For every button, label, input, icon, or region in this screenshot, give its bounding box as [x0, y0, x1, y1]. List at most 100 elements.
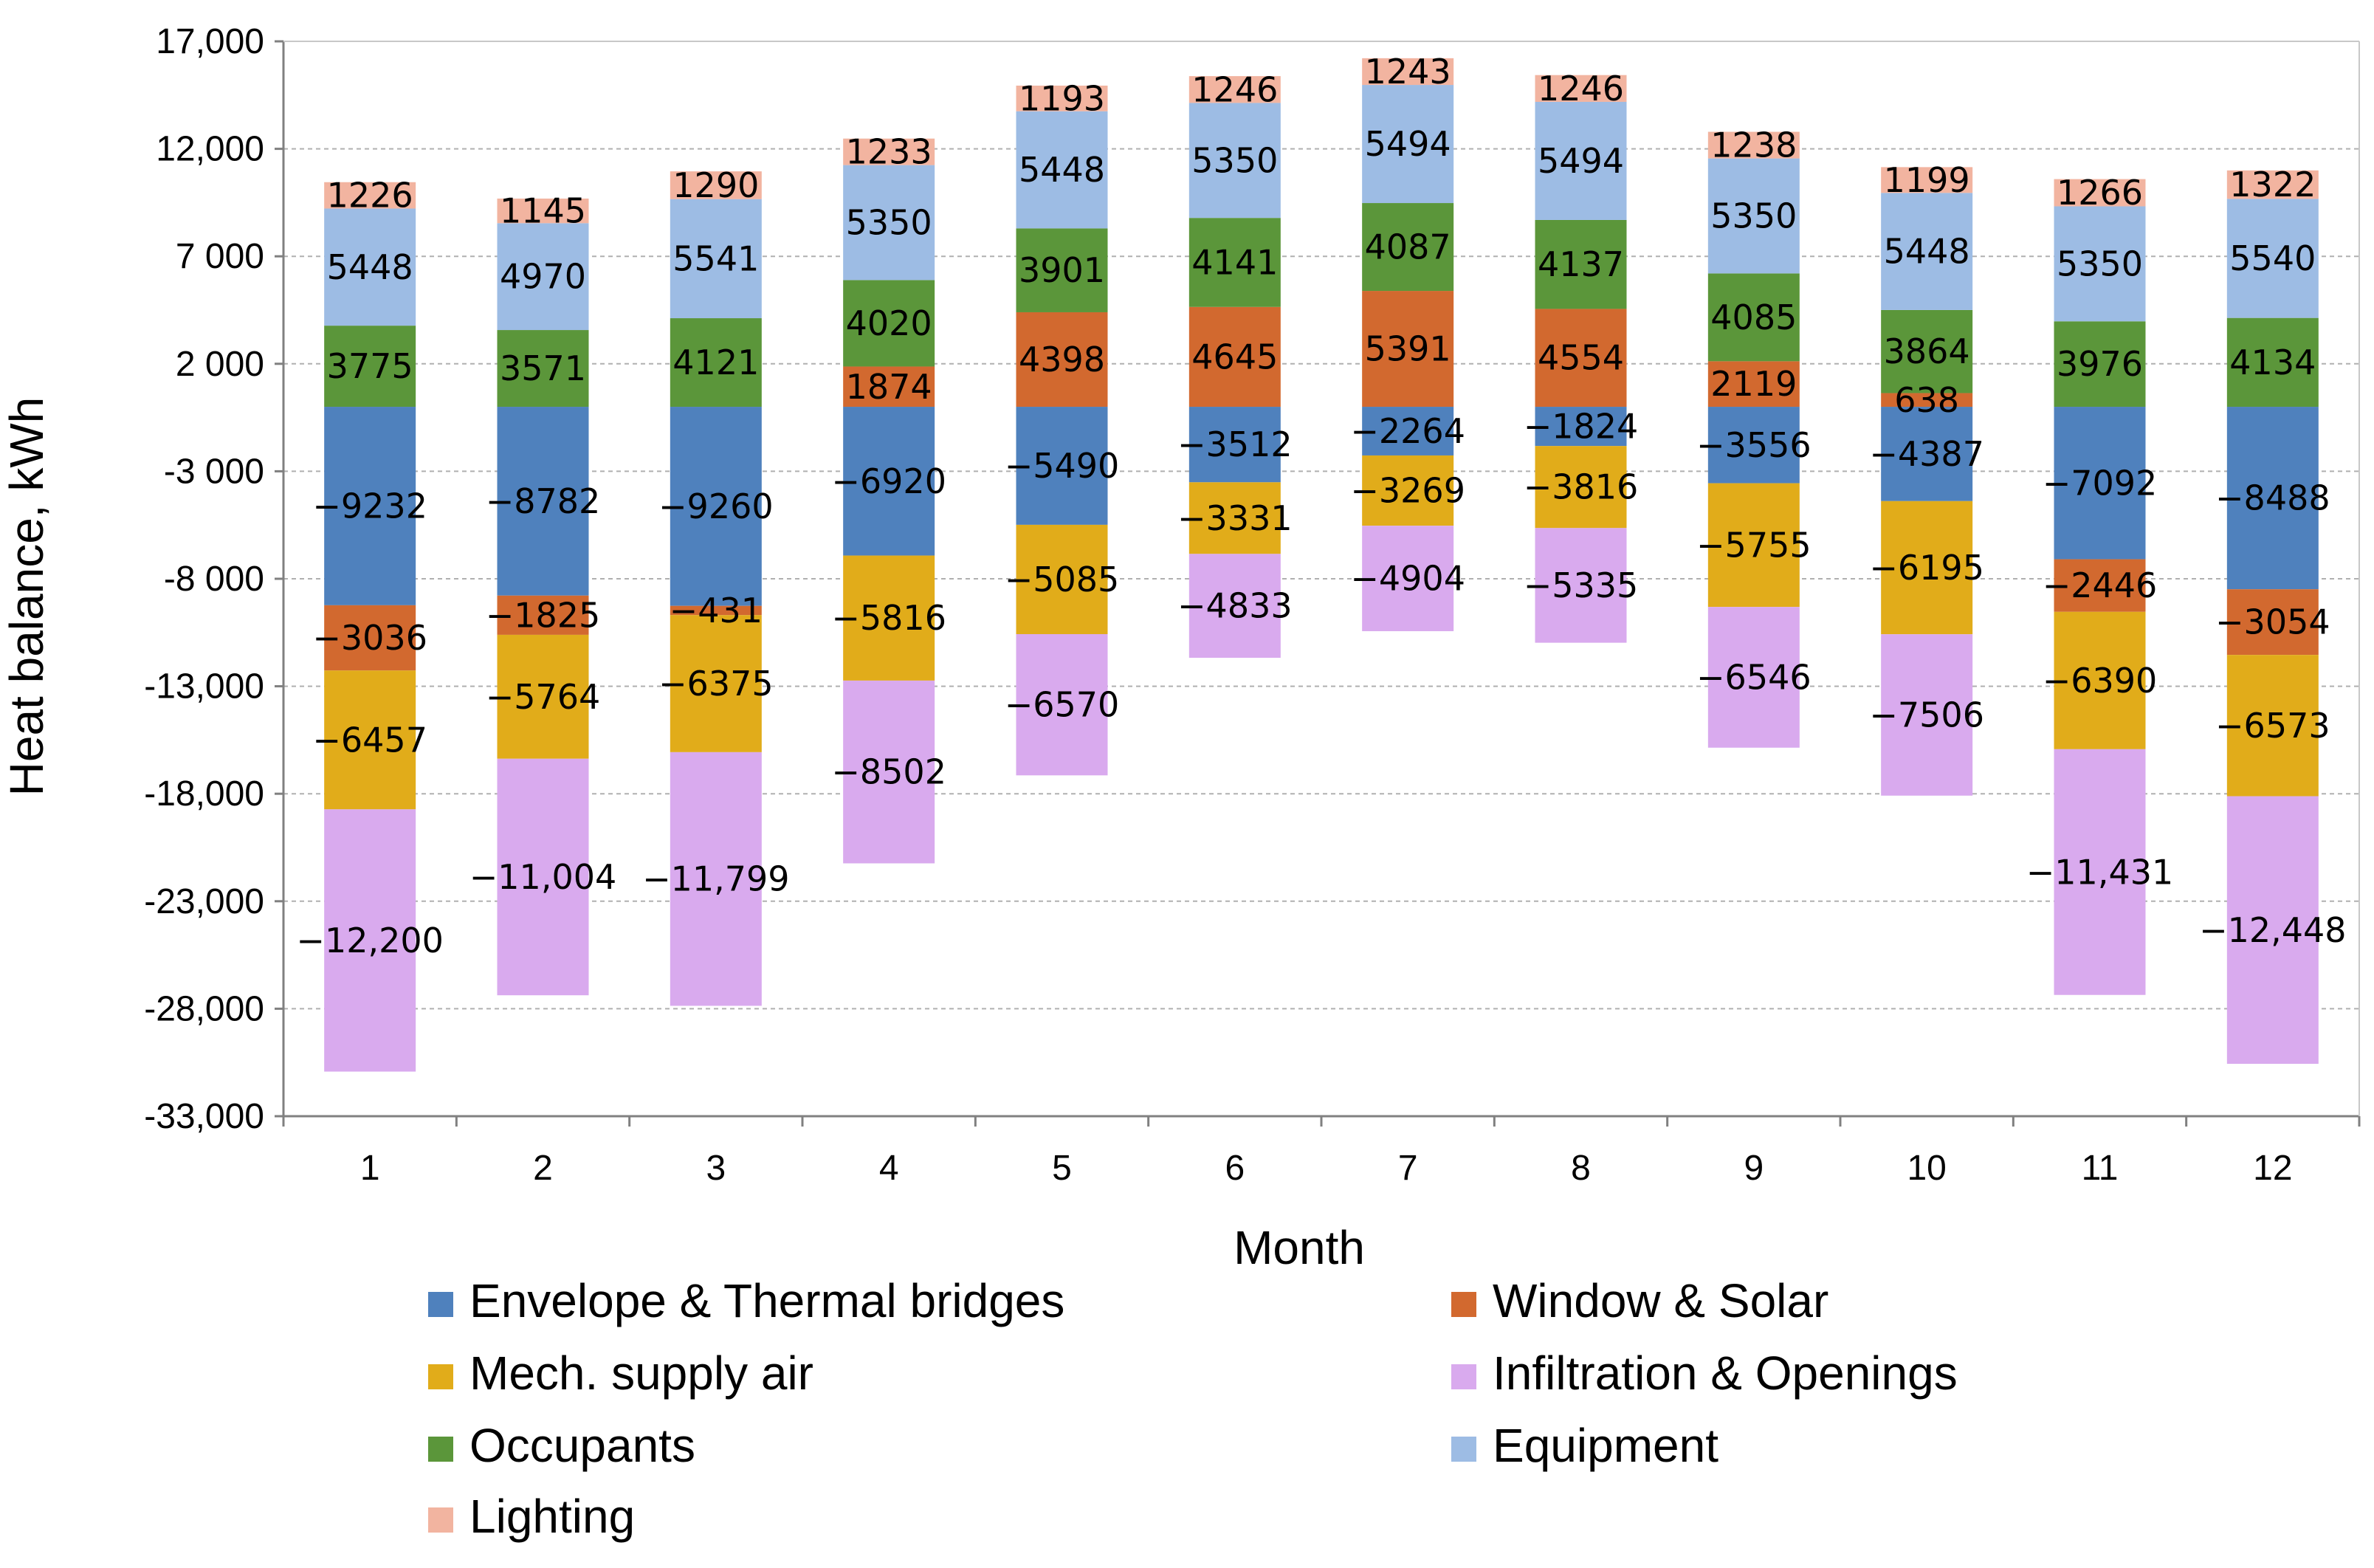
bar-segment: [670, 171, 762, 199]
bar-segment: [1535, 219, 1627, 309]
bar-segment: [2054, 206, 2146, 322]
bar-segment: [843, 366, 935, 408]
x-tick-label: 11: [2082, 1149, 2119, 1188]
bar-segment: [1707, 407, 1800, 484]
data-label: 3571: [500, 348, 586, 388]
data-label: 4137: [1538, 244, 1624, 284]
data-label: −2446: [2043, 565, 2158, 605]
data-label: 5350: [846, 203, 932, 243]
data-label: 1246: [1538, 69, 1624, 109]
data-label: −12,200: [296, 921, 444, 960]
bar-segment: [324, 182, 416, 209]
bar-segment: [1362, 85, 1454, 204]
x-tick-label: 12: [2253, 1149, 2292, 1188]
legend-label: Lighting: [469, 1490, 635, 1543]
axes: 17,000 12,000 7 000 2 000 -3 000 -8 000 -13,00…: [144, 22, 2361, 1188]
data-label: −6546: [1696, 657, 1812, 697]
bar-segment: [2054, 611, 2146, 749]
data-label: 5541: [672, 238, 759, 278]
bar-segment: [2226, 199, 2319, 318]
data-label: −3269: [1350, 471, 1465, 511]
data-label: −3054: [2215, 602, 2330, 642]
x-tick-label: 1: [360, 1149, 380, 1188]
y-tick-label: -18,000: [144, 774, 264, 814]
bar-segment: [843, 280, 935, 367]
bar-segment: [497, 330, 589, 408]
bar-segment: [497, 223, 589, 331]
data-label: 1233: [846, 132, 932, 172]
bar-segment: [1016, 228, 1108, 312]
data-label: −6195: [1869, 548, 1984, 588]
bar-segment: [497, 758, 589, 996]
data-label: 5494: [1538, 141, 1624, 181]
legend-swatch: [428, 1507, 453, 1533]
data-label: 5540: [2229, 238, 2316, 278]
data-label: 1193: [1019, 78, 1105, 118]
data-label: −1824: [1524, 407, 1639, 447]
y-tick-label: 12,000: [156, 130, 264, 169]
data-label: 1322: [2229, 165, 2316, 204]
data-label: −8782: [486, 481, 601, 521]
legend-label: Envelope & Thermal bridges: [469, 1274, 1064, 1327]
data-label: 5448: [327, 247, 413, 287]
legend-swatch: [428, 1437, 453, 1462]
bar-segment: [324, 326, 416, 408]
legend-label: Occupants: [469, 1419, 695, 1472]
bar-segment: [1881, 309, 1973, 393]
data-label: −3556: [1696, 425, 1812, 465]
bar-segment: [497, 595, 589, 635]
y-tick-label: -23,000: [144, 882, 264, 921]
data-label: −6920: [831, 461, 946, 501]
y-tick-label: -13,000: [144, 667, 264, 706]
x-tick-label: 7: [1398, 1149, 1418, 1188]
y-tick-label: 2 000: [176, 345, 264, 384]
legend-label: Mech. supply air: [469, 1347, 813, 1400]
bar-segment: [1362, 58, 1454, 86]
data-label: 1238: [1710, 125, 1797, 165]
x-tick-label: 4: [879, 1149, 899, 1188]
data-label: −1825: [486, 595, 601, 635]
data-label: −3816: [1524, 467, 1639, 507]
data-label: 4645: [1191, 337, 1278, 376]
data-label: 1290: [672, 165, 759, 205]
bar-segment: [1881, 634, 1973, 796]
data-label: −3512: [1177, 424, 1293, 464]
data-label: −11,004: [469, 857, 617, 897]
bar-segment: [2054, 749, 2146, 995]
bar-segment: [1188, 306, 1281, 408]
data-label: 638: [1894, 380, 1959, 420]
bar-segment: [1016, 633, 1108, 776]
bar-segment: [2226, 796, 2319, 1065]
bar-segment: [1016, 312, 1108, 408]
x-tick-label: 10: [1907, 1149, 1946, 1188]
data-label: −6457: [312, 720, 427, 760]
bar-segment: [2054, 321, 2146, 408]
data-label: −6570: [1005, 685, 1120, 725]
bar-segment: [1188, 407, 1281, 483]
data-label: −4904: [1350, 559, 1465, 599]
bar-segment: [324, 605, 416, 671]
data-label: −3331: [1177, 498, 1293, 538]
bar-segment: [1881, 193, 1973, 310]
data-label: 4087: [1365, 227, 1451, 267]
data-label: −4833: [1177, 586, 1293, 626]
bar-segment: [1535, 101, 1627, 220]
legend-swatch: [428, 1364, 453, 1389]
bar-segment: [324, 407, 416, 605]
data-label: −431: [670, 591, 763, 630]
data-label: 5494: [1365, 124, 1451, 164]
data-label: 2119: [1710, 364, 1797, 404]
x-tick-label: 6: [1225, 1149, 1245, 1188]
bar-segment: [1535, 75, 1627, 102]
data-label: 5350: [1191, 140, 1278, 180]
bar-segment: [2226, 317, 2319, 408]
data-label: −6573: [2215, 706, 2330, 746]
data-label: −9260: [658, 486, 774, 526]
data-label: 1243: [1365, 52, 1451, 92]
data-label: −4387: [1869, 434, 1984, 474]
data-labels: −9232 −3036 −6457 −12,200 3775 5448 1226 −8782 −…: [296, 52, 2346, 960]
data-label: −7092: [2043, 463, 2158, 503]
bar-segment: [2054, 407, 2146, 560]
data-label: 4134: [2229, 343, 2316, 382]
